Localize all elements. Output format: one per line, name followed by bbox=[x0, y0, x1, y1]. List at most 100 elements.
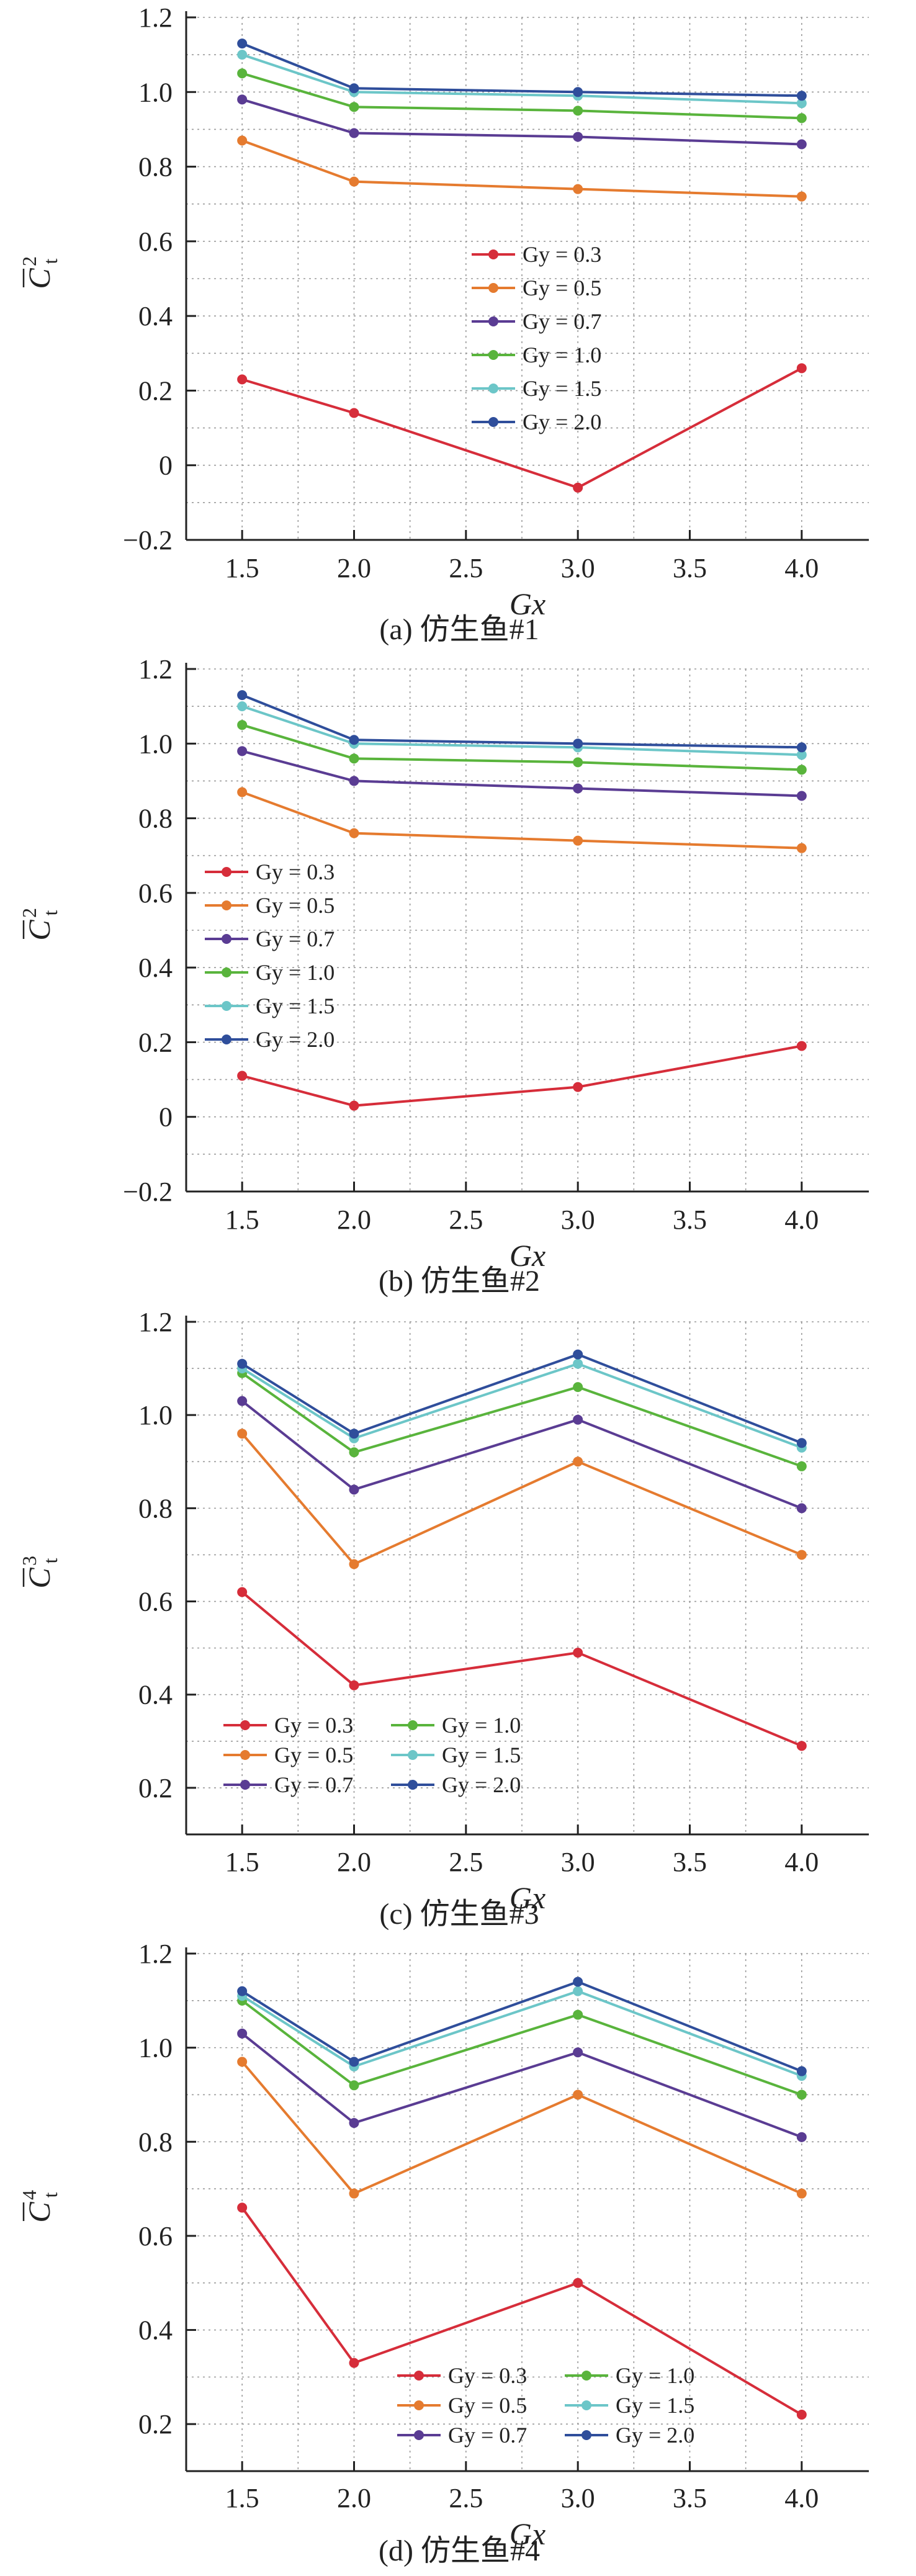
legend-swatch-marker bbox=[408, 1750, 418, 1760]
data-point bbox=[796, 2132, 807, 2142]
data-point bbox=[573, 1382, 583, 1393]
legend-swatch-marker bbox=[488, 417, 498, 427]
series-line bbox=[241, 1400, 802, 1510]
y-tick-label: 0.6 bbox=[138, 878, 173, 909]
x-tick-label: 3.5 bbox=[673, 1205, 707, 1235]
legend-swatch-marker bbox=[408, 1720, 418, 1730]
data-point bbox=[237, 2028, 248, 2039]
x-tick-label: 2.5 bbox=[449, 1847, 483, 1877]
legend-label: Gy = 2.0 bbox=[616, 2423, 694, 2448]
data-point bbox=[573, 738, 583, 749]
data-point bbox=[349, 2057, 359, 2067]
data-point bbox=[573, 757, 583, 768]
data-point bbox=[349, 408, 359, 418]
data-point bbox=[573, 105, 583, 116]
legend-swatch-marker bbox=[240, 1750, 250, 1760]
x-tick-label: 3.0 bbox=[561, 2483, 595, 2513]
data-point bbox=[796, 2188, 807, 2199]
legend-swatch-marker bbox=[222, 867, 231, 877]
legend-swatch-marker bbox=[240, 1720, 250, 1730]
series-line bbox=[241, 139, 802, 198]
data-point bbox=[796, 363, 807, 374]
legend-label: Gy = 0.5 bbox=[448, 2393, 527, 2418]
data-point bbox=[349, 753, 359, 764]
x-tick-label: 3.5 bbox=[673, 553, 707, 583]
series-line bbox=[241, 53, 802, 105]
legend-swatch-marker bbox=[488, 283, 498, 293]
data-point bbox=[573, 87, 583, 97]
legend-label: Gy = 0.5 bbox=[256, 893, 335, 918]
legend-swatch-marker bbox=[222, 1034, 231, 1044]
data-point bbox=[573, 1349, 583, 1360]
data-point bbox=[349, 1680, 359, 1690]
data-point bbox=[349, 83, 359, 94]
y-tick-label: 0.4 bbox=[138, 1680, 173, 1710]
legend-swatch-marker bbox=[222, 900, 231, 910]
data-point bbox=[237, 1587, 248, 1597]
data-point bbox=[796, 1461, 807, 1471]
x-tick-label: 1.5 bbox=[225, 2483, 259, 2513]
data-point bbox=[237, 701, 248, 712]
x-tick-label: 3.0 bbox=[561, 1847, 595, 1877]
y-tick-label: 0.8 bbox=[138, 1493, 173, 1524]
x-tick-label: 2.5 bbox=[449, 2483, 483, 2513]
data-point bbox=[796, 791, 807, 801]
data-point bbox=[796, 1041, 807, 1051]
x-tick-label: 2.0 bbox=[337, 1205, 371, 1235]
legend-label: Gy = 0.7 bbox=[274, 1772, 353, 1797]
series-line bbox=[241, 98, 802, 146]
legend-swatch-marker bbox=[581, 2400, 591, 2410]
x-tick-label: 2.0 bbox=[337, 1847, 371, 1877]
y-axis-title-symbol: C bbox=[22, 1568, 56, 1589]
series-line bbox=[241, 705, 802, 756]
series-line bbox=[241, 2061, 802, 2196]
y-axis-title-superscript: 2 bbox=[18, 256, 40, 266]
panel-a: 1.5 2.0 2.5 3.0 3.5 4.0 −0.2 0 0.2 0.4 0.6 0.8 1.0 1.… bbox=[0, 0, 916, 652]
y-axis-title-subscript: t bbox=[39, 1558, 61, 1563]
data-point bbox=[237, 787, 248, 797]
legend: Gy = 0.3 Gy = 0.5 Gy = 0.7 Gy = 1.0 Gy = 1.5… bbox=[223, 1713, 521, 1797]
legend-label: Gy = 2.0 bbox=[256, 1027, 335, 1052]
legend-label: Gy = 2.0 bbox=[523, 410, 601, 434]
data-point bbox=[349, 2117, 359, 2128]
legend-label: Gy = 0.7 bbox=[448, 2423, 527, 2448]
x-tick-label: 3.5 bbox=[673, 1847, 707, 1877]
y-tick-label: 1.0 bbox=[138, 1400, 173, 1430]
data-point bbox=[573, 2009, 583, 2020]
series-line bbox=[241, 2032, 802, 2138]
y-axis-title-superscript: 3 bbox=[18, 1556, 40, 1566]
data-point bbox=[349, 828, 359, 838]
legend-label: Gy = 1.0 bbox=[256, 960, 335, 985]
data-point bbox=[349, 176, 359, 187]
data-point bbox=[573, 184, 583, 194]
legend-label: Gy = 0.5 bbox=[274, 1743, 353, 1767]
data-point bbox=[796, 2410, 807, 2420]
y-tick-label: 0.2 bbox=[138, 1027, 173, 1057]
legend: Gy = 0.3 Gy = 0.5 Gy = 0.7 Gy = 1.0 Gy = 1.5… bbox=[472, 242, 601, 434]
y-tick-label: 0 bbox=[159, 451, 173, 481]
data-point bbox=[349, 2358, 359, 2368]
legend-swatch-marker bbox=[222, 1001, 231, 1011]
x-tick-label: 2.5 bbox=[449, 1205, 483, 1235]
legend-label: Gy = 2.0 bbox=[442, 1772, 521, 1797]
data-point bbox=[573, 482, 583, 493]
data-point bbox=[573, 1414, 583, 1425]
y-tick-label: 0.4 bbox=[138, 301, 173, 331]
panel-d: 1.5 2.0 2.5 3.0 3.5 4.0 0.2 0.4 0.6 0.8 1.0 1.2 Gx C 4… bbox=[0, 1936, 916, 2573]
y-tick-label: 0.2 bbox=[138, 1773, 173, 1803]
y-tick-label: 0.8 bbox=[138, 2127, 173, 2157]
data-point bbox=[573, 1456, 583, 1467]
data-point bbox=[573, 835, 583, 846]
legend-swatch-marker bbox=[488, 249, 498, 259]
x-tick-label: 1.5 bbox=[225, 1205, 259, 1235]
data-point bbox=[237, 94, 248, 105]
data-point bbox=[796, 1438, 807, 1448]
series-line bbox=[241, 1371, 802, 1468]
legend-swatch-marker bbox=[488, 350, 498, 360]
data-point bbox=[237, 690, 248, 701]
legend-label: Gy = 1.0 bbox=[616, 2363, 694, 2388]
series-line bbox=[241, 42, 802, 97]
series-line bbox=[241, 1980, 802, 2073]
legend-label: Gy = 0.5 bbox=[523, 276, 601, 300]
y-tick-label: 0.6 bbox=[138, 2221, 173, 2251]
